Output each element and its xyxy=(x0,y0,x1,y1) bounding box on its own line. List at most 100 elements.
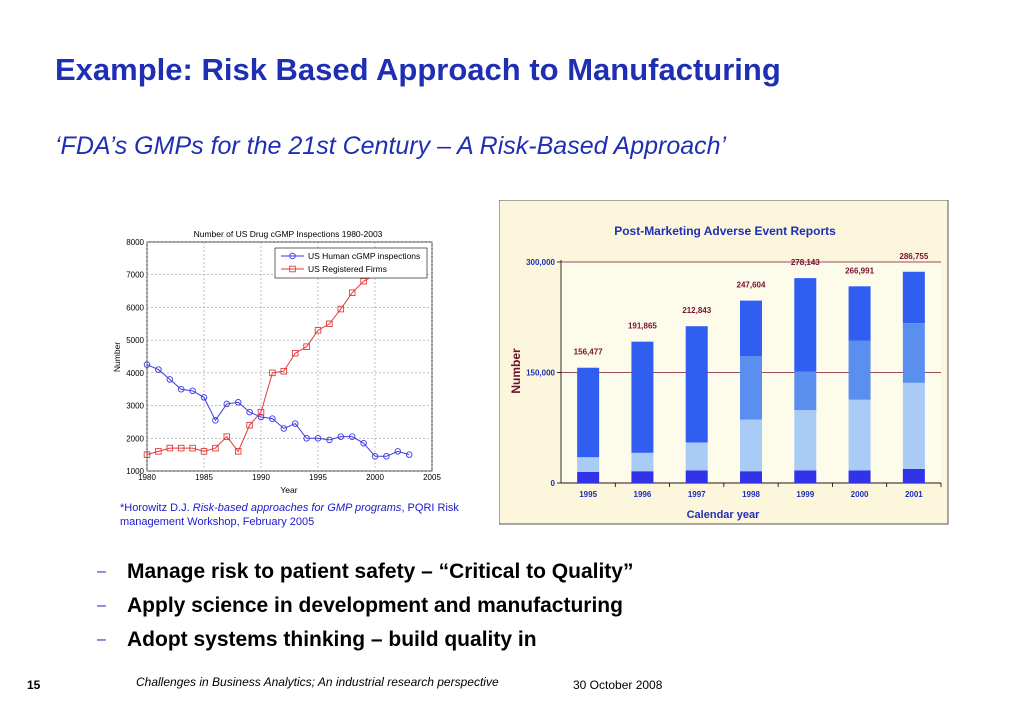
y-tick-label: 8000 xyxy=(126,238,144,247)
bar-chart-stacks xyxy=(577,271,925,483)
bar-segment xyxy=(577,471,600,483)
bar-chart-title: Post-Marketing Adverse Event Reports xyxy=(614,224,836,238)
bar-segment xyxy=(848,340,871,400)
bullet-text: Apply science in development and manufac… xyxy=(127,594,623,617)
x-tick-label: 1985 xyxy=(195,473,213,482)
inspection-point xyxy=(212,417,219,424)
footer-text: Challenges in Business Analytics; An ind… xyxy=(136,675,499,689)
bullet-item: – Manage risk to patient safety – “Critic… xyxy=(97,558,633,592)
bar-total-label: 191,865 xyxy=(628,322,657,331)
firm-point xyxy=(166,444,174,452)
inspection-point xyxy=(166,376,174,383)
bar-segment xyxy=(848,399,871,471)
page-number: 15 xyxy=(27,678,41,692)
bar-segment xyxy=(685,442,708,471)
inspection-point xyxy=(177,385,185,393)
bar-segment xyxy=(631,471,654,483)
firm-point xyxy=(303,343,310,350)
line-chart-axes: 1980 1985 1990 1995 2000 2005 1000 2000 3000 4000… xyxy=(126,238,441,482)
x-tick-label: 1980 xyxy=(138,473,156,482)
inspection-point xyxy=(383,453,390,460)
citation-title: Risk-based approaches for GMP programs xyxy=(192,502,402,514)
inspections-line-chart: Number of US Drug cGMP Inspections 1980-… xyxy=(112,229,441,495)
bar-segment xyxy=(794,410,817,471)
inspection-point xyxy=(360,439,367,447)
adverse-events-bar-chart: Post-Marketing Adverse Event Reports 0 15… xyxy=(499,200,949,525)
bullet-item: – Apply science in development and manufa… xyxy=(97,592,633,626)
citation-author: *Horowitz D.J. xyxy=(120,502,193,514)
bar-total-label: 247,604 xyxy=(737,281,766,290)
firm-point xyxy=(155,448,162,455)
line-chart-series xyxy=(143,271,413,460)
bar-total-label: 212,843 xyxy=(682,306,711,315)
bullet-item: – Adopt systems thinking – build quality … xyxy=(97,626,633,660)
bullet-text: Manage risk to patient safety – “Critica… xyxy=(127,560,634,583)
inspection-point xyxy=(405,451,413,458)
bar-segment xyxy=(577,457,600,472)
bar-segment xyxy=(794,278,817,372)
x-tick-label: 1995 xyxy=(579,490,597,499)
firm-point xyxy=(269,369,276,377)
inspection-point xyxy=(143,361,151,368)
inspection-point xyxy=(348,433,356,440)
bar-segment xyxy=(740,356,762,420)
bar-segment xyxy=(848,286,871,341)
y-tick-label: 3000 xyxy=(126,402,144,411)
firm-point xyxy=(246,421,253,429)
inspection-point xyxy=(326,436,333,444)
bar-segment xyxy=(794,470,817,483)
x-tick-label: 1996 xyxy=(634,490,652,499)
bar-segment xyxy=(740,300,762,357)
bar-chart-xlabel: Calendar year xyxy=(687,509,760,521)
inspection-point xyxy=(303,435,310,442)
bar-segment xyxy=(631,452,654,472)
slide-subtitle: ‘FDA’s GMPs for the 21st Century – A Ris… xyxy=(55,132,727,160)
bullet-list: – Manage risk to patient safety – “Critic… xyxy=(97,558,633,660)
y-tick-label: 7000 xyxy=(126,271,144,280)
y-tick-label: 2000 xyxy=(126,434,144,443)
bar-total-label: 278,143 xyxy=(791,258,820,267)
bar-total-label: 286,755 xyxy=(899,252,928,261)
y-tick-label: 6000 xyxy=(126,303,144,312)
firm-point xyxy=(177,444,185,452)
bar-total-label: 156,477 xyxy=(574,348,603,357)
x-tick-label: 2005 xyxy=(423,473,441,482)
inspection-point xyxy=(337,433,345,440)
y-tick-label: 1000 xyxy=(126,467,144,476)
x-tick-label: 1990 xyxy=(252,473,270,482)
bar-segment xyxy=(902,382,925,470)
firm-point xyxy=(212,444,219,452)
footer-date: 30 October 2008 xyxy=(573,678,663,692)
bar-segment xyxy=(902,323,925,383)
inspection-point xyxy=(234,399,242,406)
firm-point xyxy=(143,451,151,458)
inspection-point xyxy=(223,400,231,408)
bar-segment xyxy=(848,470,871,483)
firm-point xyxy=(291,349,299,357)
x-tick-label: 1998 xyxy=(742,490,760,499)
line-chart-title: Number of US Drug cGMP Inspections 1980-… xyxy=(194,229,383,239)
bullet-dash-icon: – xyxy=(97,597,106,614)
bar-segment xyxy=(740,471,762,483)
firm-point xyxy=(223,433,231,440)
legend-label-firms: US Registered Firms xyxy=(308,264,387,274)
bar-total-label: 266,991 xyxy=(845,266,874,275)
x-tick-label: 2000 xyxy=(366,473,384,482)
x-tick-label: 1995 xyxy=(309,473,327,482)
inspection-point xyxy=(280,425,288,432)
y-tick-label: 0 xyxy=(551,479,556,488)
bullet-dash-icon: – xyxy=(97,563,106,580)
line-chart-plot-area xyxy=(146,241,433,472)
legend-square-marker-icon xyxy=(289,265,296,273)
inspection-point xyxy=(257,413,265,421)
firm-point xyxy=(257,408,265,416)
bullet-text: Adopt systems thinking – build quality i… xyxy=(127,628,537,651)
bullet-dash-icon: – xyxy=(97,631,106,648)
bar-chart-labels: 0 150,000 300,000 1995 156,477 1996 191,865 199… xyxy=(526,252,929,499)
bar-chart-ylabel: Number xyxy=(509,348,523,394)
inspection-point xyxy=(189,387,196,395)
inspection-point xyxy=(246,408,253,416)
line-chart-xlabel: Year xyxy=(280,485,297,495)
inspection-point xyxy=(291,420,299,427)
x-tick-label: 2001 xyxy=(905,490,923,499)
